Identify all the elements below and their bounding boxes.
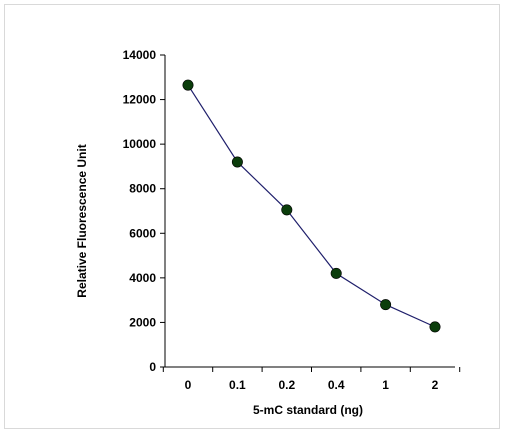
y-tick-label: 14000 [123,48,157,62]
y-tick-label: 8000 [129,182,156,196]
y-tick-label: 12000 [123,93,157,107]
x-tick-label: 0.2 [278,378,295,392]
x-tick-label: 2 [432,378,439,392]
data-point [330,267,342,279]
y-tick-label: 4000 [129,271,156,285]
y-tick-label: 6000 [129,226,156,240]
x-tick-label: 0 [185,378,192,392]
y-tick-label: 2000 [129,315,156,329]
y-axis-title: Relative Fluorescence Unit [75,144,89,297]
y-ticks: 0 2000 4000 6000 8000 10000 12000 14000 [123,48,165,374]
data-point [281,204,293,216]
x-tick-label: 0.4 [328,378,345,392]
series-line [187,84,436,328]
data-point [380,299,392,311]
data-point [182,79,194,91]
y-tick-label: 10000 [123,137,157,151]
x-tick-label: 1 [382,378,389,392]
x-tick-label: 0.1 [229,378,246,392]
y-tick-label: 0 [149,360,156,374]
x-axis-title: 5-mC standard (ng) [253,403,363,417]
chart-frame [4,4,500,429]
data-point [429,321,441,333]
data-point [231,156,243,168]
x-ticks: 0 0.1 0.2 0.4 1 2 [162,367,461,392]
series-layer [182,79,441,333]
axes [164,55,455,368]
